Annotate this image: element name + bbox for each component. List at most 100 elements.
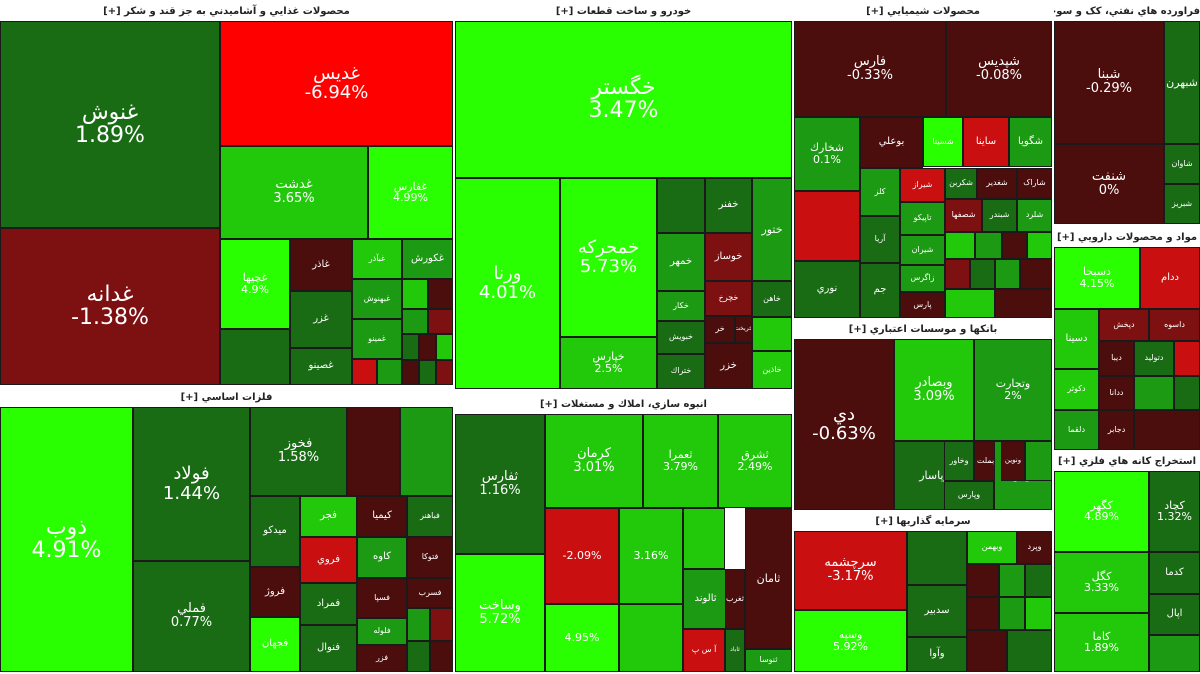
stock-tile[interactable]: كگل 3.33% [1054,552,1149,613]
stock-tile[interactable]: سدبير [907,585,967,637]
stock-tile[interactable] [402,279,428,309]
stock-tile[interactable]: وبهمن [967,531,1017,564]
stock-tile[interactable]: آ س پ [683,629,725,672]
sector-title[interactable]: بانكها و موسسات اعتباري [+] [794,320,1052,339]
stock-tile[interactable]: غزر [290,291,352,348]
stock-tile[interactable]: فولاد 1.44% [133,407,250,561]
sector-title[interactable]: فراورده هاي نفتي، كک و سوخت ه [+] [1054,2,1200,21]
stock-tile[interactable]: خاهن [752,281,792,317]
stock-tile[interactable]: فملي 0.77% [133,561,250,672]
stock-tile[interactable]: وخاور [944,441,974,481]
stock-tile[interactable]: شغدير [977,168,1017,199]
stock-tile[interactable] [436,360,453,385]
stock-tile[interactable]: شبريز [1164,184,1200,224]
stock-tile[interactable]: سرچشمه -3.17% [794,531,907,610]
stock-tile[interactable]: غدانه -1.38% [0,228,220,385]
stock-tile[interactable]: تاپيكو [900,202,945,235]
stock-tile[interactable] [407,641,430,672]
stock-tile[interactable]: ساينا [963,117,1009,167]
stock-tile[interactable]: غاذر [290,239,352,291]
stock-tile[interactable] [1027,232,1052,259]
sector-title[interactable]: فلزات اساسي [+] [0,388,453,407]
stock-tile[interactable]: دتوليد [1134,341,1174,376]
sector-title[interactable]: محصولات شيميايي [+] [794,2,1052,21]
stock-tile[interactable] [967,597,999,630]
stock-tile[interactable] [752,317,792,351]
stock-tile[interactable]: خمهر [657,233,705,291]
sector-title[interactable]: سرمايه گذاريها [+] [794,512,1052,531]
stock-tile[interactable]: فجر [300,496,357,537]
stock-tile[interactable]: وآوا [907,637,967,672]
stock-tile[interactable]: شاراک [1017,168,1052,199]
stock-tile[interactable]: وپرد [1017,531,1052,564]
stock-tile[interactable]: شيران [900,235,945,265]
stock-tile[interactable]: فتوكا [407,537,453,578]
stock-tile[interactable]: ثاباد [725,629,745,672]
stock-tile[interactable] [402,309,428,334]
stock-tile[interactable] [1134,376,1174,410]
stock-tile[interactable]: فباهنر [407,496,453,537]
stock-tile[interactable] [428,279,453,309]
stock-tile[interactable]: ديبا [1099,341,1134,376]
stock-tile[interactable]: وساخت 5.72% [455,554,545,672]
stock-tile[interactable] [1025,441,1052,481]
stock-tile[interactable]: غكورش [402,239,453,279]
stock-tile[interactable]: كاوه [357,537,407,578]
stock-tile[interactable]: دجابر [1099,410,1134,450]
stock-tile[interactable] [436,334,453,360]
stock-tile[interactable]: ثغرب [725,569,745,629]
stock-tile[interactable]: كچاد 1.32% [1149,471,1200,552]
stock-tile[interactable]: 4.95% [545,604,619,672]
stock-tile[interactable]: غمينو [352,319,402,359]
stock-tile[interactable]: شبنا -0.29% [1054,21,1164,144]
stock-tile[interactable]: غفارس 4.99% [368,146,453,239]
stock-tile[interactable] [1174,341,1200,376]
stock-tile[interactable] [1025,564,1052,597]
stock-tile[interactable]: خكار [657,291,705,321]
stock-tile[interactable]: شاوان [1164,144,1200,184]
stock-tile[interactable]: كاما 1.89% [1054,613,1149,672]
stock-tile[interactable]: خفنر [705,178,752,233]
stock-tile[interactable] [347,407,400,496]
stock-tile[interactable]: فروي [300,537,357,583]
stock-tile[interactable]: ختور [752,178,792,281]
stock-tile[interactable]: فمراد [300,583,357,625]
stock-tile[interactable]: وبصادر 3.09% [894,339,974,441]
stock-tile[interactable]: وپارس [944,481,994,510]
stock-tile[interactable] [428,309,453,334]
stock-tile[interactable]: فنوال [300,625,357,672]
stock-tile[interactable]: غچيها 4.9% [220,239,290,329]
stock-tile[interactable]: پارس [900,292,945,318]
stock-tile[interactable]: كلز [860,168,900,216]
stock-tile[interactable]: دسينا [1054,309,1099,369]
stock-tile[interactable] [1020,259,1052,289]
stock-tile[interactable]: فجهان [250,617,300,672]
stock-tile[interactable] [400,407,453,496]
stock-tile[interactable]: شبهرن [1164,21,1200,144]
stock-tile[interactable] [430,641,453,672]
stock-tile[interactable]: خچرخ [705,281,752,316]
stock-tile[interactable]: غبآذر [352,239,402,279]
stock-tile[interactable] [967,564,999,597]
stock-tile[interactable] [970,259,995,289]
stock-tile[interactable]: اپال [1149,594,1200,635]
sector-title[interactable]: مواد و محصولات دارويي [+] [1054,228,1200,247]
stock-tile[interactable]: فزر [357,645,407,672]
stock-tile[interactable] [657,178,705,233]
stock-tile[interactable] [945,289,995,318]
stock-tile[interactable] [352,359,377,385]
stock-tile[interactable] [999,564,1025,597]
stock-tile[interactable]: دي -0.63% [794,339,894,510]
stock-tile[interactable]: زاگرس [900,265,945,292]
stock-tile[interactable]: شخارك 0.1% [794,117,860,191]
stock-tile[interactable] [907,531,967,585]
stock-tile[interactable]: فلوله [357,618,407,645]
sector-title[interactable]: انبوه سازي، املاك و مستغلات [+] [455,395,792,414]
stock-tile[interactable] [1134,410,1200,450]
stock-tile[interactable] [1007,630,1052,672]
stock-tile[interactable]: خپارس 2.5% [560,337,657,389]
stock-tile[interactable]: ذوب 4.91% [0,407,133,672]
stock-tile[interactable]: كدما [1149,552,1200,594]
stock-tile[interactable]: خريخت [735,316,752,343]
stock-tile[interactable]: شسينا [923,117,963,167]
